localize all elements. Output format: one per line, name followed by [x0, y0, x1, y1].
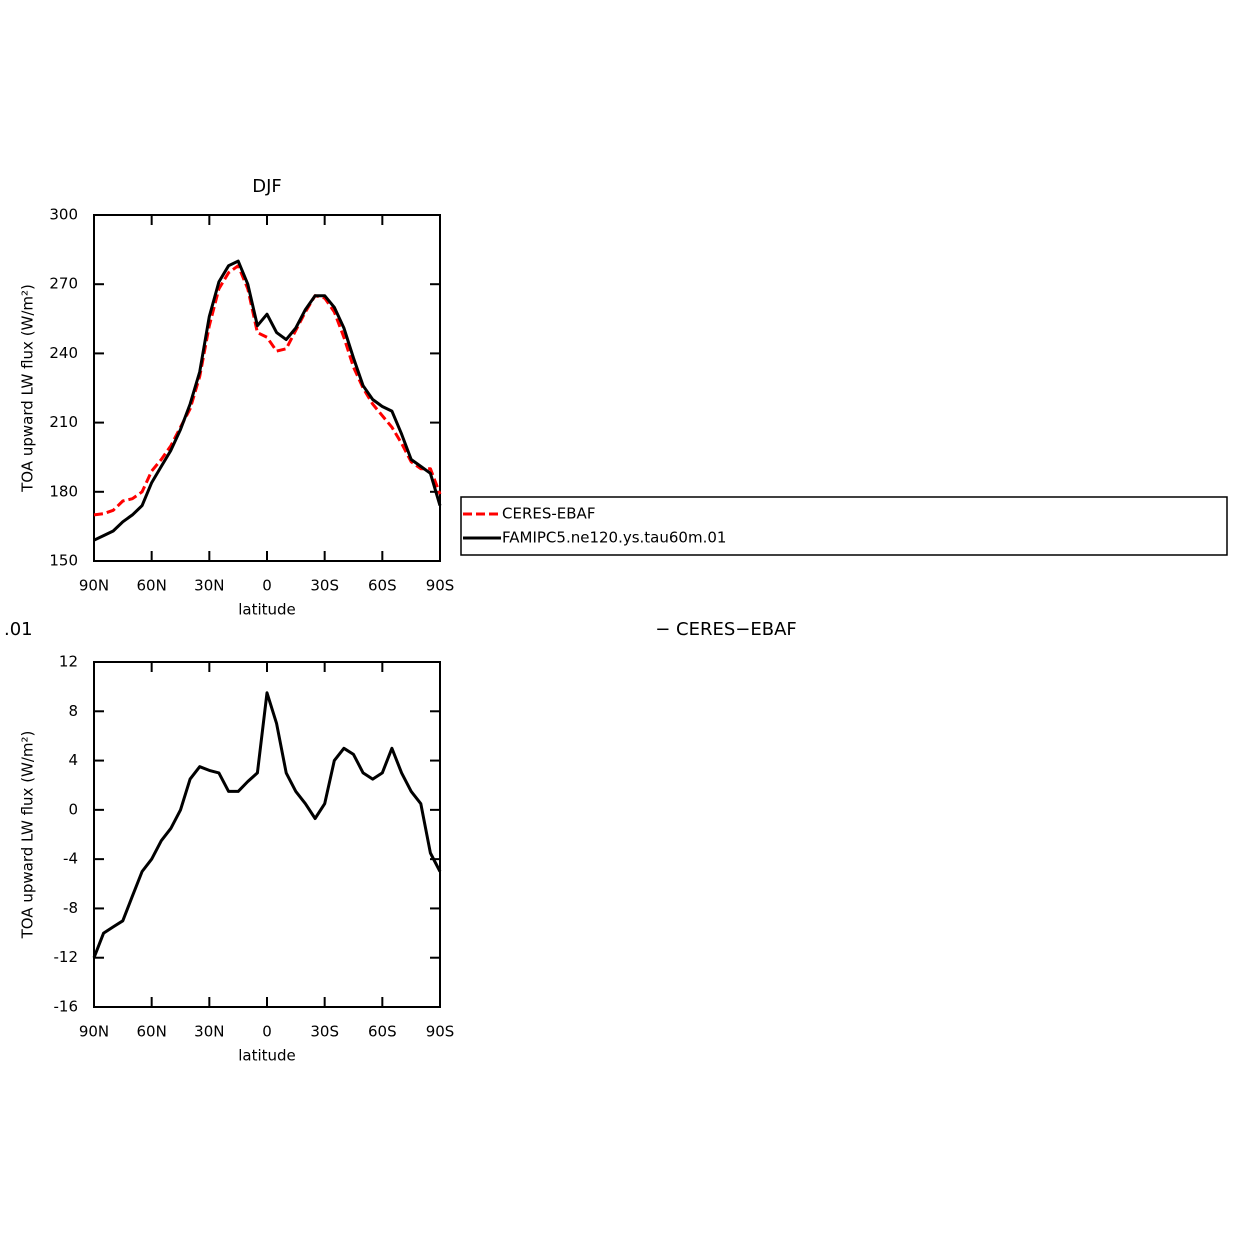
chart-title-right: − CERES−EBAF [655, 619, 797, 640]
y-tick-label: 8 [68, 702, 78, 720]
data-line [93, 264, 442, 517]
x-axis-label: latitude [238, 1047, 296, 1065]
y-tick-label: 240 [49, 344, 78, 362]
y-tick-label: 150 [49, 552, 78, 570]
legend-label: FAMIPC5.ne120.ys.tau60m.01 [502, 529, 726, 547]
x-tick-label: 30N [194, 1023, 224, 1041]
x-tick-label: 60N [137, 1023, 167, 1041]
x-tick-label: 60S [368, 1023, 397, 1041]
y-tick-label: 270 [49, 275, 78, 293]
plot-frame [93, 661, 441, 1008]
y-tick-label: -12 [54, 948, 79, 966]
x-tick-label: 90S [426, 1023, 455, 1041]
y-tick-label: -16 [54, 998, 79, 1016]
legend-box [460, 496, 1228, 556]
x-tick-label: 0 [262, 577, 272, 595]
x-tick-label: 30S [310, 577, 339, 595]
x-tick-label: 30S [310, 1023, 339, 1041]
chart-title: DJF [252, 176, 282, 197]
data-line [92, 691, 442, 959]
legend-label: CERES-EBAF [502, 505, 595, 523]
data-line [93, 259, 442, 542]
y-tick-label: -4 [63, 850, 78, 868]
y-tick-label: 0 [68, 800, 78, 818]
x-tick-label: 60N [137, 577, 167, 595]
x-tick-label: 0 [262, 1023, 272, 1041]
x-tick-label: 90N [79, 577, 109, 595]
y-tick-label: 12 [59, 653, 78, 671]
x-tick-label: 90N [79, 1023, 109, 1041]
x-tick-label: 90S [426, 577, 455, 595]
plot-frame [93, 214, 441, 562]
y-tick-label: 180 [49, 482, 78, 500]
x-tick-label: 30N [194, 577, 224, 595]
y-tick-label: 300 [49, 206, 78, 224]
y-axis-label: TOA upward LW flux (W/m²) [19, 284, 37, 493]
chart-title-left: .01 [4, 619, 33, 640]
y-tick-label: 210 [49, 413, 78, 431]
x-axis-label: latitude [238, 601, 296, 619]
y-tick-label: -8 [63, 899, 78, 917]
y-axis-label: TOA upward LW flux (W/m²) [19, 731, 37, 940]
y-tick-label: 4 [68, 751, 78, 769]
x-tick-label: 60S [368, 577, 397, 595]
